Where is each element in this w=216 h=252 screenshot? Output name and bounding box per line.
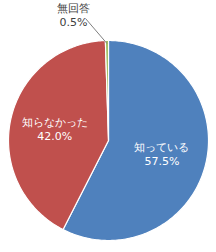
svg-text:知っている57.5%: 知っている57.5% (134, 141, 189, 168)
svg-text:知らなかった42.0%: 知らなかった42.0% (22, 116, 88, 143)
svg-text:無回答0.5%: 無回答0.5% (57, 2, 90, 29)
